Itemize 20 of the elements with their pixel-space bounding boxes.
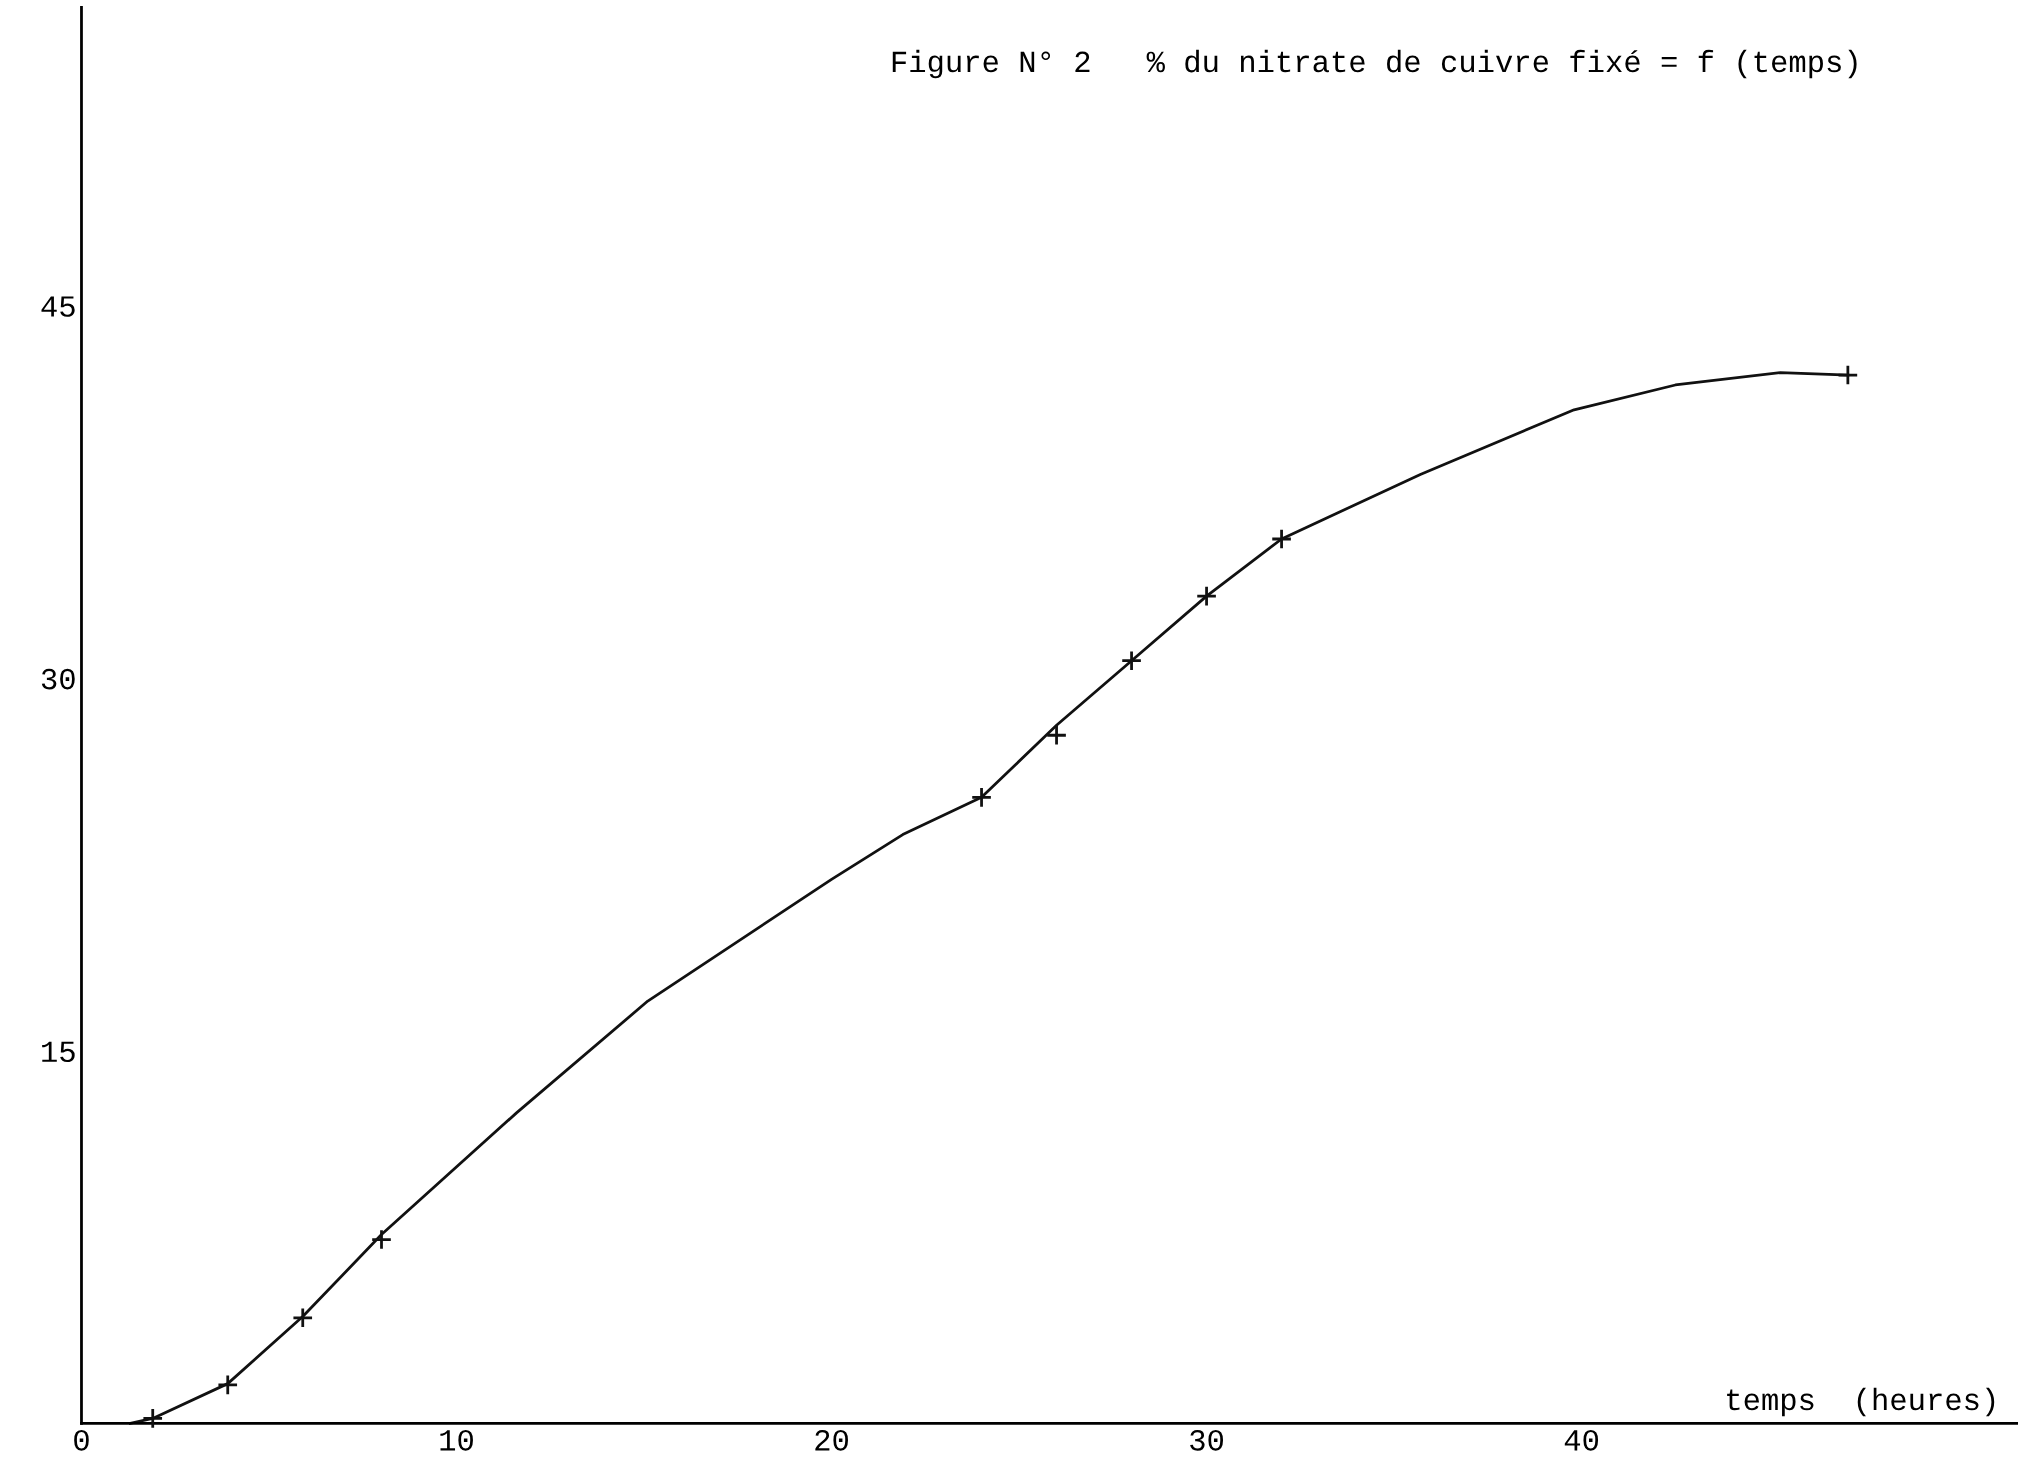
- point: [1270, 528, 1293, 550]
- y-tick-label: 30: [41, 668, 75, 690]
- point: [1045, 724, 1068, 746]
- point: [1195, 585, 1218, 607]
- point: [1837, 364, 1859, 386]
- x-tick-label: 0: [74, 1429, 89, 1451]
- x-axis-title: temps (heures): [1727, 1387, 1995, 1417]
- point: [142, 1407, 164, 1430]
- point: [370, 1228, 393, 1251]
- point: [292, 1307, 314, 1329]
- y-tick-label: 45: [41, 296, 75, 317]
- x-tick-label: 40: [1564, 1429, 1599, 1451]
- point: [970, 786, 993, 809]
- x-tick-label: 30: [1190, 1429, 1224, 1451]
- text: Figure N° 2 % du nitrate de cuivre fixé = f (temps): [892, 49, 1857, 79]
- x-tick-label: 20: [815, 1429, 848, 1451]
- x-tick-label: 10: [440, 1429, 473, 1451]
- y-tick-label: 15: [42, 1041, 75, 1063]
- point: [217, 1374, 239, 1396]
- point: [1120, 650, 1143, 672]
